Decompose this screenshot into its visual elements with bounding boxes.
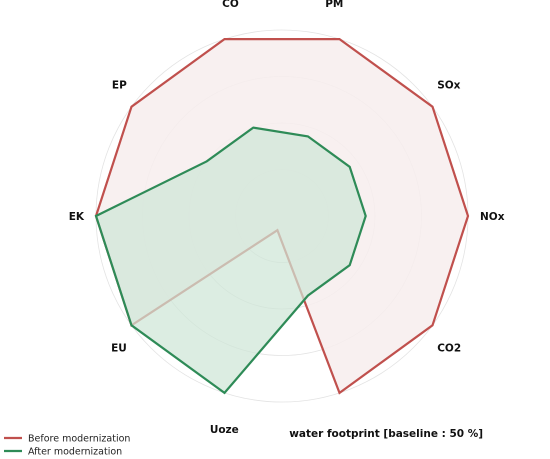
radar-series: [94, 37, 470, 395]
axis-label-10: CO: [222, 0, 239, 10]
legend-label-2: After modernization: [28, 447, 122, 458]
axis-label-7: EU: [111, 343, 127, 355]
axis-label-5: water footprint [baseline : 50 %]: [289, 428, 483, 440]
axis-label-4: CO2: [437, 343, 461, 355]
axis-label-8: EK: [69, 211, 85, 223]
axis-label-6: Uoze: [210, 424, 239, 436]
axis-labels: PM SOx NOx CO2 water footprint [baseline : 5…: [69, 0, 505, 440]
legend: Before modernization After modernization: [4, 434, 130, 458]
axis-label-3: NOx: [480, 211, 505, 223]
axis-label-2: SOx: [437, 79, 460, 91]
series-polygon-2: [94, 126, 367, 395]
axis-label-1: PM: [325, 0, 343, 10]
legend-label-1: Before modernization: [28, 434, 130, 445]
axis-label-9: EP: [112, 79, 127, 91]
